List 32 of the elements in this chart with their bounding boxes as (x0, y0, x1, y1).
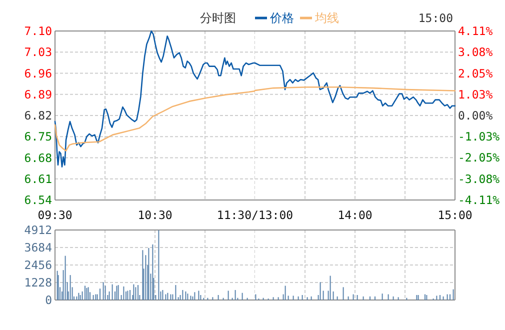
y-tick-label: 6.82 (24, 108, 52, 122)
y-tick-label: 6.68 (24, 150, 52, 165)
y-tick-label: 7.03 (24, 45, 52, 60)
x-tick-label: 10:30 (138, 208, 172, 222)
y-tick-label: 0 (45, 293, 52, 307)
y-tick-label: 6.89 (24, 87, 52, 102)
y2-tick-label: -4.11% (458, 193, 500, 207)
text: 15:00 (418, 11, 454, 25)
y2-tick-label: -2.05% (458, 150, 500, 165)
y-tick-label: 6.61 (24, 172, 52, 186)
y2-tick-label: 3.08% (458, 45, 493, 60)
y2-tick-label: 0.00% (458, 108, 493, 122)
y-tick-label: 6.54 (24, 193, 52, 207)
chart-title: 分时图 (200, 11, 236, 25)
y-tick-label: 6.75 (24, 130, 52, 144)
y-tick-label: 3684 (24, 240, 52, 254)
y-tick-label: 4912 (24, 223, 52, 237)
legend-label: 均线 (314, 11, 339, 25)
x-tick-label: 09:30 (38, 208, 72, 222)
y-tick-label: 6.96 (24, 66, 52, 80)
y-tick-label: 2456 (24, 258, 52, 272)
y-tick-label: 1228 (24, 276, 52, 290)
legend-label: 价格 (269, 11, 294, 25)
x-tick-label: 14:00 (338, 208, 372, 222)
y2-tick-label: -1.03% (458, 130, 500, 144)
y2-tick-label: -3.08% (458, 172, 500, 186)
y2-tick-label: 1.03% (458, 87, 493, 102)
y-tick-label: 7.10 (24, 24, 52, 38)
x-tick-label: 11:30/13:00 (216, 208, 294, 222)
y2-tick-label: 4.11% (458, 24, 493, 38)
x-tick-label: 15:00 (438, 208, 472, 222)
y2-tick-label: 2.05% (458, 66, 493, 80)
